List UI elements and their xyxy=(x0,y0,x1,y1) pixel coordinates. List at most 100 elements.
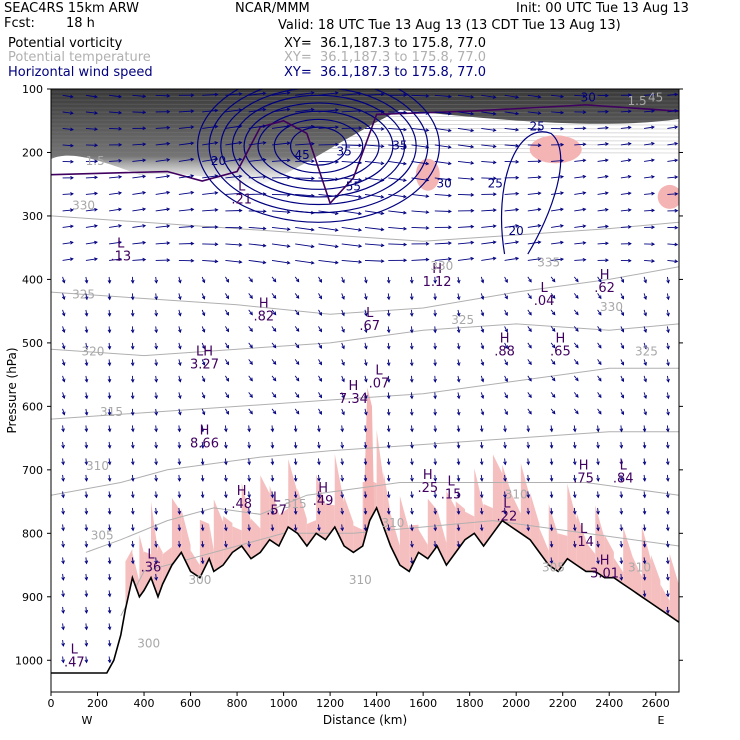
wind-vector xyxy=(224,425,227,432)
wind-vector-head xyxy=(643,296,647,301)
wind-vector xyxy=(85,127,98,130)
wind-contour xyxy=(243,102,394,190)
wind-vector-head xyxy=(470,161,475,165)
wind-vector-head xyxy=(492,160,497,165)
wind-vector-head xyxy=(620,312,625,317)
wind-vector xyxy=(643,276,647,283)
wind-vector-head xyxy=(238,191,243,196)
wind-vector-head xyxy=(214,174,219,178)
wind-vector xyxy=(85,192,98,195)
wind-vector-head xyxy=(666,279,670,284)
wind-vector-head xyxy=(575,328,579,332)
wind-vector xyxy=(434,375,436,382)
wind-vector-head xyxy=(249,361,253,365)
wind-vector xyxy=(504,94,519,98)
wind-vector xyxy=(62,606,64,613)
wind-vector xyxy=(85,408,88,415)
wind-vector xyxy=(574,143,586,146)
wind-vector-head xyxy=(620,378,625,383)
wind-vector xyxy=(318,392,322,398)
wind-vector-head xyxy=(651,92,656,97)
wind-vector xyxy=(434,242,452,245)
wind-vector xyxy=(155,524,157,531)
wind-vector xyxy=(550,342,556,348)
wind-vector-head xyxy=(456,345,461,350)
wind-vector xyxy=(364,259,384,262)
wind-vector xyxy=(318,210,338,215)
wind-vector xyxy=(131,441,134,448)
wind-vector-head xyxy=(456,477,461,482)
wind-vector xyxy=(341,92,362,96)
wind-vector-head xyxy=(665,609,670,614)
theta-contour xyxy=(51,431,679,496)
wind-vector-head xyxy=(380,144,385,149)
positive-fill xyxy=(132,552,140,597)
wind-vector xyxy=(295,143,314,146)
wind-vector-head xyxy=(480,345,485,350)
wind-vector-head xyxy=(456,296,461,301)
wind-vector xyxy=(667,126,678,129)
wind-vector-head xyxy=(666,296,670,301)
wind-vector xyxy=(178,408,181,415)
wind-vector-head xyxy=(107,477,112,482)
wind-vector-head xyxy=(154,296,159,301)
wind-vector xyxy=(271,210,290,213)
pressure-center-letter: L xyxy=(147,547,155,562)
wind-vector-head xyxy=(515,224,520,228)
wind-vector xyxy=(620,524,623,531)
wind-vector-head xyxy=(341,361,345,366)
wind-vector-head xyxy=(549,543,554,548)
pressure-center-letter: H xyxy=(318,481,328,496)
wind-label: 30 xyxy=(581,91,596,105)
wind-vector-head xyxy=(425,145,430,149)
wind-vector xyxy=(411,375,413,382)
wind-vector-head xyxy=(619,527,624,532)
wind-vector xyxy=(271,359,277,365)
wind-vector-head xyxy=(341,328,345,333)
wind-vector-head xyxy=(456,362,461,367)
wind-vector xyxy=(294,441,297,448)
wind-vector xyxy=(224,507,227,514)
theta-label: 300 xyxy=(188,573,211,587)
wind-vector xyxy=(155,375,157,382)
wind-vector-head xyxy=(224,428,228,433)
wind-vector-head xyxy=(642,527,647,532)
wind-vector xyxy=(550,524,553,531)
positive-fill xyxy=(418,529,428,559)
wind-vector-head xyxy=(364,362,368,367)
wind-vector-head xyxy=(598,328,602,333)
x-tick-label: 1200 xyxy=(316,697,344,710)
wind-vector xyxy=(388,226,407,230)
wind-vector-head xyxy=(364,395,368,400)
wind-vector-head xyxy=(363,461,368,466)
wind-vector xyxy=(411,425,413,432)
wind-vector-head xyxy=(526,428,531,433)
wind-vector-head xyxy=(107,543,112,548)
wind-vector xyxy=(527,258,541,261)
wind-vector-head xyxy=(249,295,253,299)
wind-vector-head xyxy=(286,227,291,231)
wind-vector-head xyxy=(403,144,408,149)
wind-vector xyxy=(341,110,362,113)
wind-vector-head xyxy=(107,527,112,532)
wind-vector-head xyxy=(225,278,229,283)
wind-vector-head xyxy=(433,395,437,400)
wind-vector xyxy=(480,507,483,514)
wind-vector xyxy=(224,474,227,481)
wind-vector xyxy=(620,540,623,547)
wind-vector xyxy=(318,359,322,365)
wind-vector xyxy=(364,524,367,531)
wind-vector-head xyxy=(249,278,253,283)
wind-vector xyxy=(155,293,157,300)
wind-vector-head xyxy=(225,394,229,399)
wind-vector-head xyxy=(177,543,182,548)
wind-vector-head xyxy=(470,128,475,133)
wind-vector xyxy=(248,491,250,498)
wind-vector xyxy=(225,175,242,179)
wind-vector xyxy=(202,259,218,262)
wind-vector-head xyxy=(582,224,587,229)
wind-vector xyxy=(341,458,343,465)
wind-vector xyxy=(271,326,277,332)
wind-vector-head xyxy=(178,279,182,284)
wind-vector-head xyxy=(118,143,123,147)
